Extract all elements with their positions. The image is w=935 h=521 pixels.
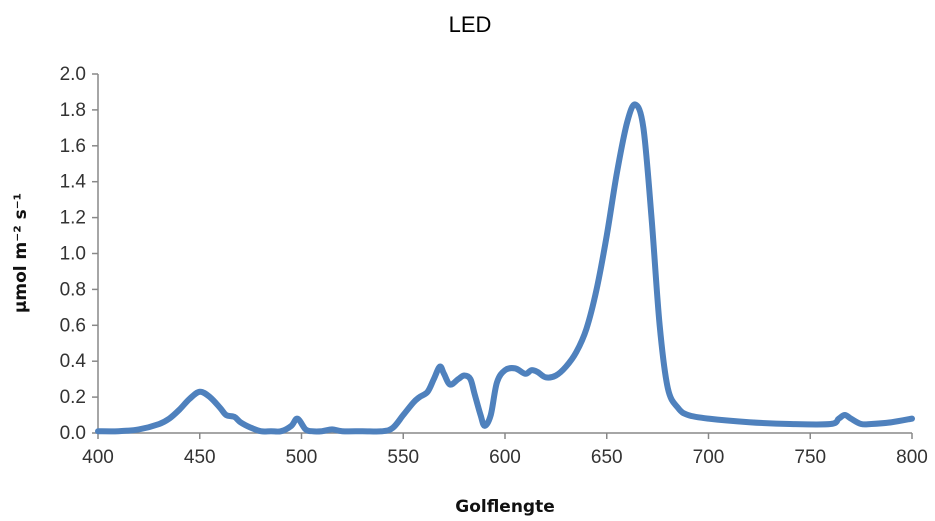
y-tick-label: 1.4 bbox=[60, 172, 87, 193]
y-tick-label: 2.0 bbox=[60, 64, 86, 85]
chart-title: LED bbox=[449, 12, 492, 37]
x-tick-label: 500 bbox=[286, 447, 318, 468]
y-tick-label: 0.8 bbox=[60, 279, 86, 300]
series-group bbox=[95, 101, 915, 435]
y-tick-label: 1.2 bbox=[60, 208, 86, 229]
y-tick-label: 1.0 bbox=[60, 244, 86, 265]
x-tick-label: 450 bbox=[184, 447, 216, 468]
x-tick-label: 400 bbox=[82, 447, 114, 468]
x-tick-label: 650 bbox=[591, 447, 623, 468]
x-tick-label: 750 bbox=[794, 447, 826, 468]
y-tick-label: 0.0 bbox=[60, 423, 86, 444]
x-axis-label: Golflengte bbox=[455, 497, 555, 517]
y-tick-label: 1.8 bbox=[60, 100, 86, 121]
x-tick-label: 700 bbox=[693, 447, 725, 468]
x-tick-label: 600 bbox=[489, 447, 521, 468]
y-tick-label: 0.6 bbox=[60, 315, 86, 336]
x-tick-label: 550 bbox=[387, 447, 419, 468]
series-line-0 bbox=[95, 101, 915, 435]
y-tick-label: 1.6 bbox=[60, 136, 86, 157]
y-ticks: 0.0 0.2 0.4 0.6 0.8 1.0 1.2 1.4 1.6 1.8 2.0 bbox=[60, 64, 98, 444]
x-tick-label: 800 bbox=[896, 447, 928, 468]
x-ticks: 400 450 500 550 600 650 700 750 800 bbox=[82, 433, 928, 468]
y-tick-label: 0.2 bbox=[60, 387, 86, 408]
y-axis-label: µmol m⁻² s⁻¹ bbox=[11, 193, 31, 313]
y-tick-label: 0.4 bbox=[60, 351, 87, 372]
